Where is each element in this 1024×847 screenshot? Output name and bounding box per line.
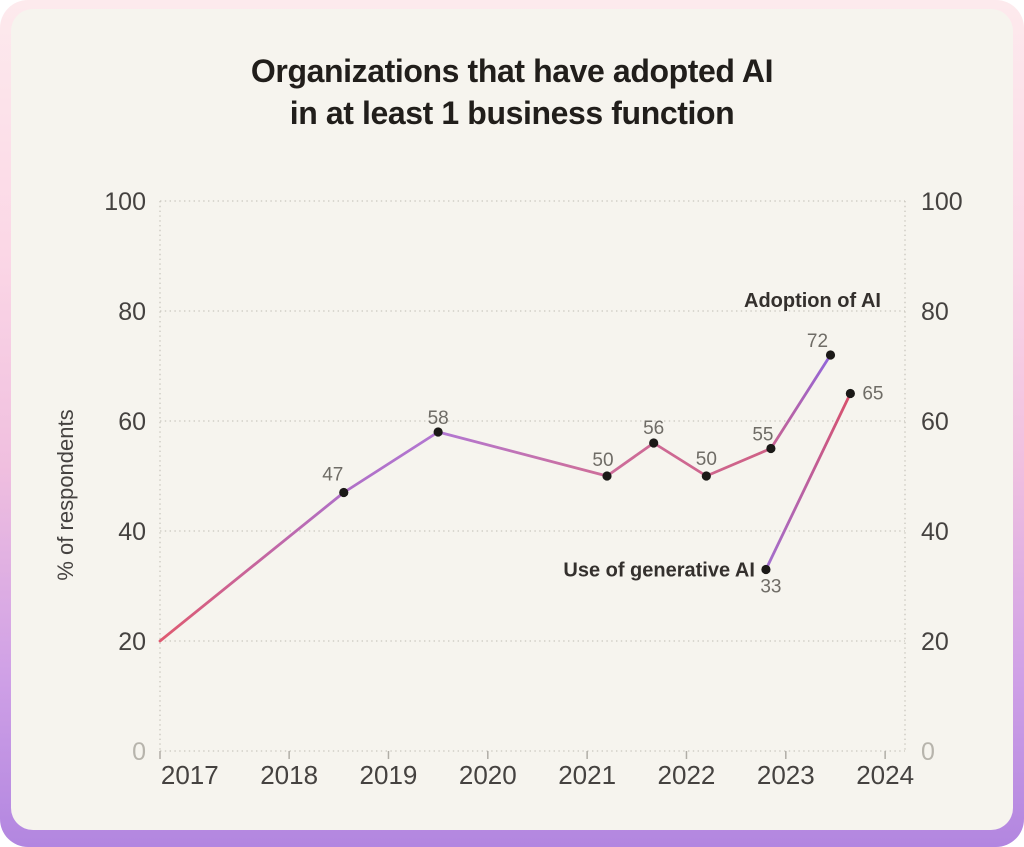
x-tick-label: 2017	[161, 760, 219, 790]
y-tick-label-right: 40	[921, 518, 949, 546]
data-point-dot	[433, 427, 443, 437]
data-point-label: 65	[862, 384, 883, 405]
data-point-label: 58	[428, 408, 449, 429]
x-tick-label: 2019	[360, 760, 418, 790]
y-tick-label-left: 40	[118, 518, 146, 546]
y-tick-label-right: 20	[921, 628, 949, 656]
y-tick-label-left: 20	[118, 628, 146, 656]
data-point-label: 50	[592, 450, 613, 471]
series-label-use-of-generative-ai: Use of generative AI	[563, 560, 755, 582]
y-tick-label-right: 60	[921, 408, 949, 436]
y-tick-label-left: 100	[104, 188, 146, 216]
data-point-dot	[761, 564, 771, 575]
series-line-0	[158, 353, 832, 643]
data-point-dot	[701, 471, 711, 481]
chart-title-line1: Organizations that have adopted AI	[250, 53, 774, 89]
chart-card	[11, 9, 1013, 830]
y-tick-label-right: 80	[921, 298, 949, 326]
chart-title-line2: in at least 1 business function	[289, 95, 735, 131]
data-point-label: 72	[807, 331, 828, 352]
x-tick-label: 2023	[757, 760, 815, 790]
y-tick-label-left: 80	[118, 298, 146, 326]
y-tick-label-right: 0	[921, 738, 935, 766]
series-line-1	[764, 392, 852, 571]
data-point-dot	[339, 487, 349, 498]
x-tick-label: 2018	[260, 760, 318, 790]
x-tick-label: 2024	[856, 760, 914, 790]
x-tick-label: 2021	[558, 760, 616, 790]
y-tick-label-left: 0	[132, 738, 146, 766]
chart-title: Organizations that have adopted AI in at…	[0, 50, 1024, 134]
data-point-label: 55	[752, 425, 773, 446]
series-label-adoption-of-ai: Adoption of AI	[744, 290, 881, 312]
x-tick-label: 2020	[459, 760, 517, 790]
data-point-dot	[649, 438, 659, 448]
data-point-label: 47	[322, 465, 343, 486]
x-tick-label: 2022	[658, 760, 716, 790]
data-point-label: 56	[643, 418, 664, 439]
data-point-dot	[825, 350, 836, 360]
y-tick-label-right: 100	[921, 188, 963, 216]
y-axis-title: % of respondents	[53, 409, 78, 581]
y-tick-label-left: 60	[118, 408, 146, 436]
data-point-dot	[602, 471, 612, 481]
data-point-dot	[766, 443, 776, 454]
data-point-label: 33	[760, 577, 781, 598]
data-point-dot	[845, 388, 855, 399]
data-point-label: 50	[696, 449, 717, 470]
